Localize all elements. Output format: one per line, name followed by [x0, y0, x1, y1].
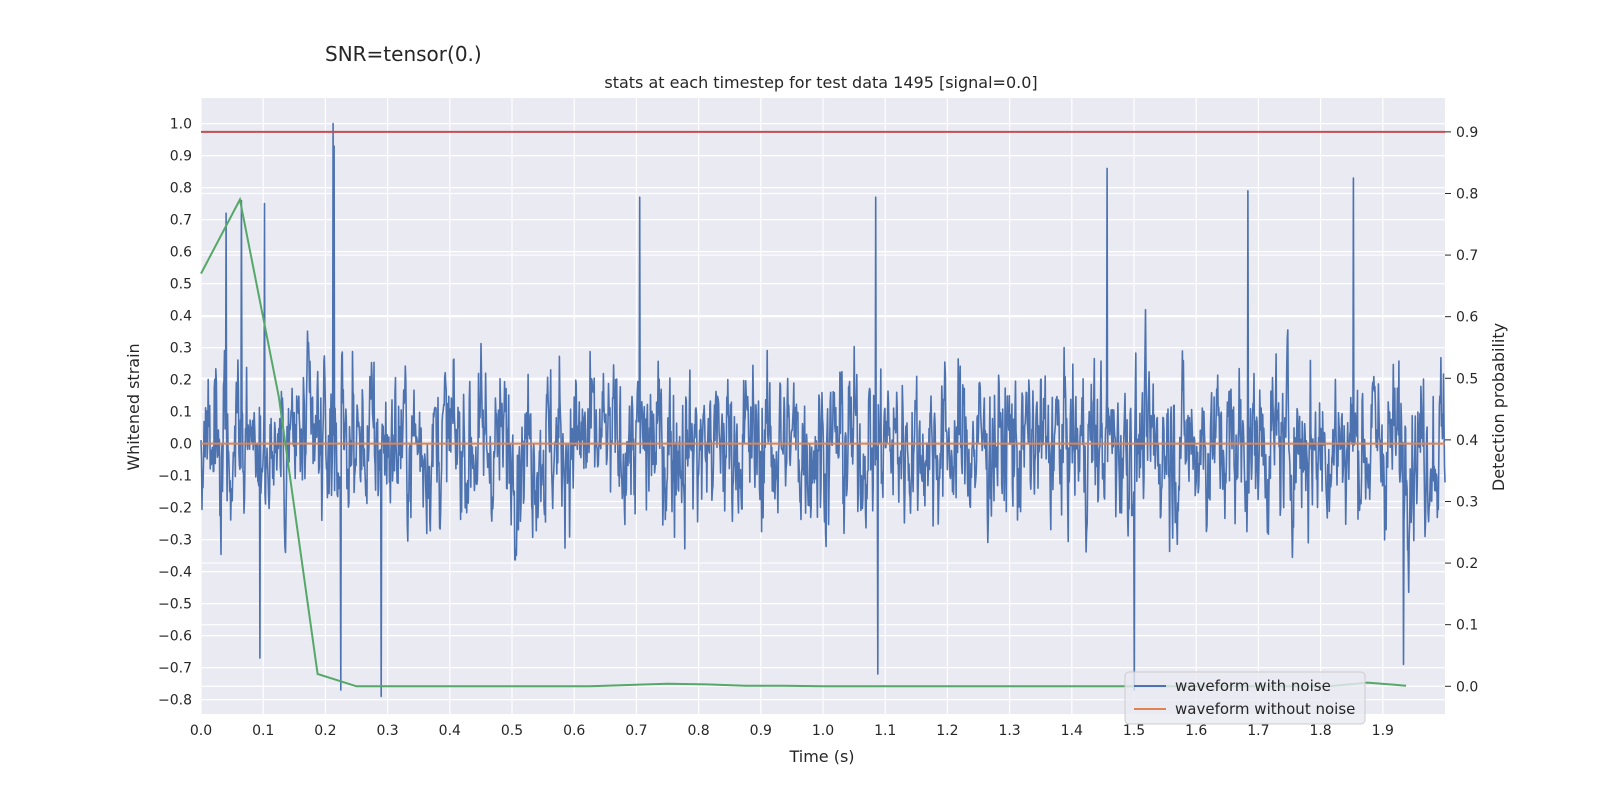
y-tick-label: −0.8 — [158, 693, 192, 709]
grid — [200, 98, 1445, 714]
x-tick-label: 0.7 — [625, 723, 647, 739]
x-tick-label: 0.3 — [376, 723, 398, 739]
chart-title: stats at each timestep for test data 149… — [604, 73, 1037, 92]
y-right-tick-label: 0.0 — [1456, 679, 1478, 695]
x-tick-label: 1.7 — [1247, 723, 1269, 739]
y-right-tick-label: 0.6 — [1456, 310, 1478, 326]
y-tick-label: 0.4 — [170, 309, 192, 325]
y-tick-label: −0.3 — [158, 533, 192, 549]
y-tick-label: −0.2 — [158, 501, 192, 517]
x-tick-label: 1.4 — [1061, 723, 1083, 739]
y-tick-label: 0.0 — [170, 437, 192, 453]
x-tick-label: 0.9 — [750, 723, 772, 739]
y-tick-label: 0.7 — [170, 213, 192, 229]
x-tick-label: 1.6 — [1185, 723, 1207, 739]
x-tick-label: 1.2 — [936, 723, 958, 739]
legend-entry-noisy: waveform with noise — [1175, 677, 1331, 695]
x-tick-label: 1.9 — [1372, 723, 1394, 739]
y-tick-label: −0.6 — [158, 629, 192, 645]
x-tick-label: 0.2 — [314, 723, 336, 739]
ticks: 0.0 0.1 0.2 0.3 0.4 0.5 0.6 0.7 0.8 0.9 1.0 1.1 1.2 1… — [158, 117, 1478, 739]
y-tick-label: 0.1 — [170, 405, 192, 421]
y-right-tick-label: 0.8 — [1456, 186, 1478, 202]
x-tick-label: 0.8 — [687, 723, 709, 739]
x-tick-label: 1.0 — [812, 723, 834, 739]
x-tick-label: 1.3 — [998, 723, 1020, 739]
y-right-tick-label: 0.1 — [1456, 618, 1478, 634]
y-tick-label: 0.9 — [170, 149, 192, 165]
y-right-tick-label: 0.7 — [1456, 248, 1478, 264]
y-tick-label: 1.0 — [170, 117, 192, 133]
y-tick-label: −0.5 — [158, 597, 192, 613]
x-tick-label: 0.1 — [252, 723, 274, 739]
y-tick-label: 0.6 — [170, 245, 192, 261]
x-tick-label: 0.6 — [563, 723, 585, 739]
y-right-tick-label: 0.5 — [1456, 371, 1478, 387]
legend-box — [1124, 671, 1366, 725]
y-right-tick-label: 0.9 — [1456, 125, 1478, 141]
x-axis-label: Time (s) — [788, 747, 854, 766]
legend: waveform with noise waveform without noi… — [1124, 671, 1366, 725]
x-tick-label: 1.8 — [1309, 723, 1331, 739]
x-tick-label: 0.5 — [501, 723, 523, 739]
series-waveform-with-noise — [200, 122, 1446, 698]
x-tick-label: 1.5 — [1123, 723, 1145, 739]
x-tick-label: 1.1 — [874, 723, 896, 739]
y-tick-label: −0.7 — [158, 661, 192, 677]
y-tick-label: 0.8 — [170, 181, 192, 197]
y-right-tick-label: 0.2 — [1456, 556, 1478, 572]
y-tick-label: −0.4 — [158, 565, 192, 581]
y-axis-label: Whitened strain — [124, 343, 143, 470]
y-tick-label: −0.1 — [158, 469, 192, 485]
x-tick-label: 0.4 — [439, 723, 461, 739]
y-tick-label: 0.3 — [170, 341, 192, 357]
legend-entry-clean: waveform without noise — [1175, 700, 1355, 718]
y-tick-label: 0.2 — [170, 373, 192, 389]
y-right-tick-label: 0.3 — [1456, 494, 1478, 510]
figure-suptitle: SNR=tensor(0.) — [325, 42, 482, 66]
y-tick-label: 0.5 — [170, 277, 192, 293]
y-axis-right-label: Detection probability — [1489, 323, 1508, 491]
x-tick-label: 0.0 — [190, 723, 212, 739]
y-right-tick-label: 0.4 — [1456, 433, 1478, 449]
